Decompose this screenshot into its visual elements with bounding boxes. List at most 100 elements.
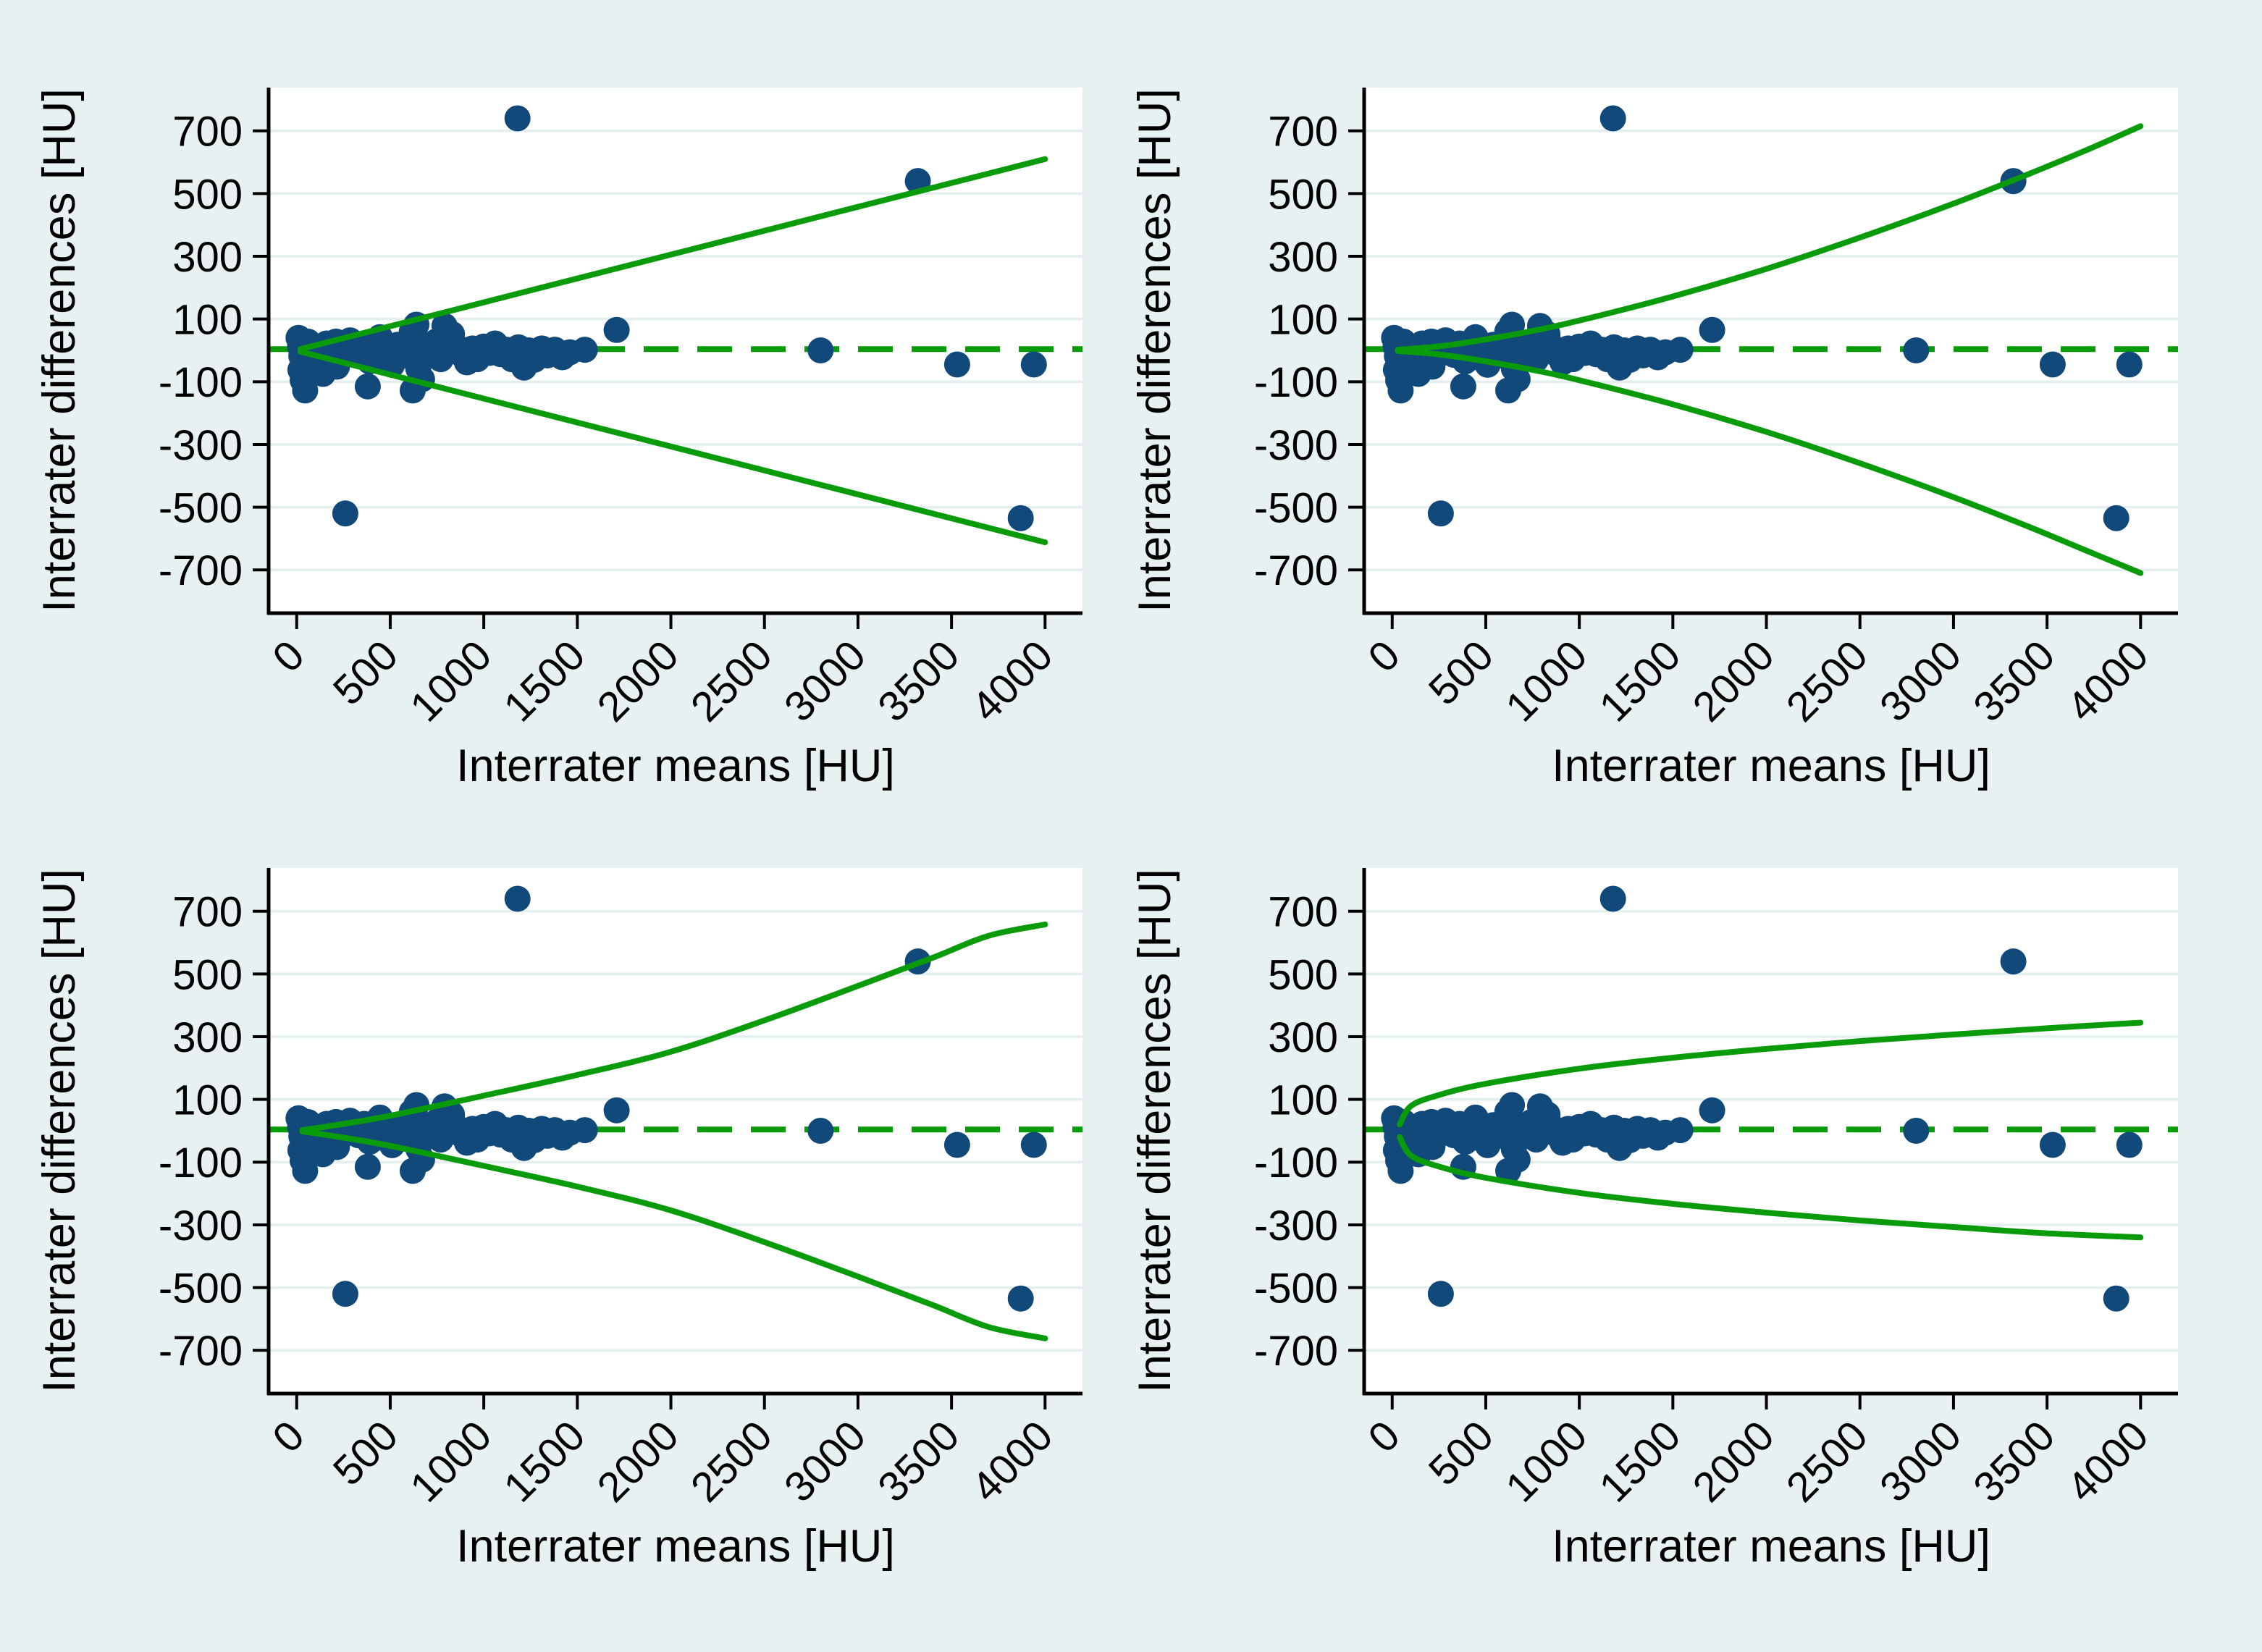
data-point — [1450, 373, 1476, 400]
x-axis-title: Interrater means [HU] — [1552, 741, 1990, 791]
x-tick-label: 500 — [1420, 1412, 1502, 1494]
data-point — [1599, 885, 1626, 912]
y-tick-label: -300 — [1254, 422, 1338, 469]
x-tick-label: 1500 — [495, 631, 594, 730]
data-point — [603, 1097, 630, 1124]
data-point — [1387, 1158, 1414, 1184]
x-tick-label: 2500 — [682, 1412, 781, 1511]
data-point — [2000, 948, 2027, 975]
y-tick-label: -700 — [1254, 1328, 1338, 1375]
x-tick-label: 2500 — [1778, 1412, 1877, 1511]
y-tick-label: -700 — [1254, 547, 1338, 594]
data-point — [943, 351, 970, 378]
y-axis-title: Interrater differences [HU] — [34, 88, 85, 612]
data-point — [2116, 1131, 2143, 1158]
data-point — [1387, 377, 1414, 404]
x-axis-title: Interrater means [HU] — [1552, 1521, 1990, 1572]
data-point — [1903, 1118, 1930, 1144]
y-tick-label: 100 — [1268, 297, 1338, 344]
x-axis-title: Interrater means [HU] — [456, 1521, 895, 1572]
data-point — [571, 1117, 598, 1144]
loa-lower-curve — [299, 1128, 1048, 1341]
data-point — [807, 1118, 834, 1144]
loa-upper-curve — [1397, 1019, 2144, 1128]
y-tick-label: 700 — [1268, 889, 1338, 936]
y-tick-label: -100 — [1254, 1139, 1338, 1187]
data-point — [1504, 366, 1531, 392]
data-point — [1007, 505, 1034, 531]
x-tick-label: 1000 — [1497, 631, 1596, 730]
x-tick-label: 3500 — [869, 1412, 968, 1511]
y-tick-label: -700 — [159, 1328, 243, 1375]
x-tick-label: 3500 — [1964, 1412, 2064, 1511]
y-axis-title: Interrater differences [HU] — [1131, 869, 1180, 1393]
loa-lower-curve — [1395, 347, 2144, 576]
x-tick-label: 4000 — [962, 631, 1061, 730]
x-tick-label: 500 — [324, 1412, 407, 1494]
y-tick-label: 300 — [172, 234, 243, 281]
data-point — [1427, 1281, 1454, 1307]
y-tick-label: 100 — [172, 297, 243, 344]
y-tick-label: -100 — [159, 1139, 243, 1187]
y-tick-label: 100 — [172, 1077, 243, 1124]
data-point — [1667, 337, 1694, 363]
x-tick-label: 2500 — [1778, 631, 1877, 730]
x-tick-label: 0 — [1359, 631, 1409, 681]
y-tick-label: 300 — [172, 1014, 243, 1061]
y-tick-label: -300 — [159, 1202, 243, 1249]
loa-lower-curve — [1397, 1134, 2144, 1241]
x-tick-label: 1500 — [495, 1412, 594, 1511]
data-point — [1007, 1285, 1034, 1312]
y-tick-label: -300 — [159, 422, 243, 469]
x-tick-label: 3000 — [775, 631, 875, 730]
x-tick-label: 500 — [1420, 631, 1502, 714]
x-tick-label: 3500 — [869, 631, 968, 730]
data-point — [2103, 505, 2129, 531]
y-axis-title: Interrater differences [HU] — [1131, 88, 1180, 612]
loa-upper-curve — [299, 922, 1048, 1134]
data-point — [2116, 351, 2143, 378]
loa-upper-curve — [297, 156, 1048, 353]
data-point — [1504, 1146, 1531, 1173]
data-point — [1903, 337, 1930, 363]
data-point — [807, 337, 834, 363]
data-point — [1020, 351, 1047, 378]
x-tick-label: 3000 — [1871, 1412, 1970, 1511]
y-tick-label: 100 — [1268, 1077, 1338, 1124]
x-tick-label: 1000 — [401, 1412, 500, 1511]
x-tick-label: 1500 — [1590, 631, 1689, 730]
x-tick-label: 3000 — [1871, 631, 1970, 730]
x-tick-label: 2000 — [1684, 631, 1783, 730]
data-point — [292, 377, 319, 404]
y-tick-label: -500 — [1254, 1265, 1338, 1312]
y-tick-label: 300 — [1268, 234, 1338, 281]
x-tick-label: 4000 — [2058, 1412, 2157, 1511]
x-tick-label: 2000 — [589, 1412, 688, 1511]
y-tick-label: -500 — [159, 1265, 243, 1312]
data-point — [354, 1153, 381, 1180]
y-tick-label: -700 — [159, 547, 243, 594]
x-tick-label: 500 — [324, 631, 407, 714]
data-point — [2039, 351, 2066, 378]
x-tick-label: 4000 — [962, 1412, 1061, 1511]
y-tick-label: 700 — [1268, 109, 1338, 156]
x-tick-label: 2500 — [682, 631, 781, 730]
data-point — [943, 1131, 970, 1158]
data-point — [292, 1158, 319, 1184]
x-tick-label: 1000 — [1497, 1412, 1596, 1511]
data-point — [332, 500, 358, 527]
y-axis-title: Interrater differences [HU] — [34, 869, 85, 1393]
loa-lower-curve — [297, 348, 1048, 546]
x-tick-label: 2000 — [1684, 1412, 1783, 1511]
y-tick-label: 500 — [1268, 951, 1338, 998]
x-tick-label: 4000 — [2058, 631, 2157, 730]
y-tick-label: 300 — [1268, 1014, 1338, 1061]
data-point — [2103, 1285, 2129, 1312]
data-point — [1020, 1131, 1047, 1158]
y-tick-label: -100 — [1254, 359, 1338, 406]
